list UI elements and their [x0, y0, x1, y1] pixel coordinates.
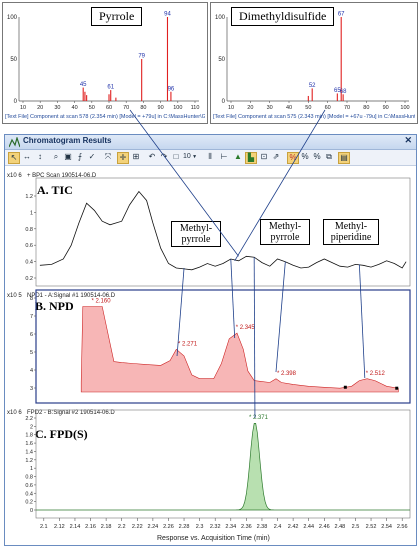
- tic-signal-label: + BPC Scan 190514-06.D: [27, 173, 97, 179]
- toolbar: ↖ ↔ ↕ ⌕ ▣ ⨍ ✓ ⤧ ✛ ⊞ ↶ ↷ □ 10 ▼ ⫴ ⊢ ▲ ▙ ⊡…: [5, 150, 416, 166]
- spectrum-x-tick-label: 20: [247, 105, 253, 111]
- spectrum-pyrrole-plot: 100 50 010 20 30 40 50 60 70 80 90 100 110 45 61 79 94 96: [7, 12, 200, 112]
- spectrum-x-tick-label: 40: [72, 105, 78, 111]
- percent-alt-icon[interactable]: %: [313, 152, 321, 161]
- spectrum-footer-pyrrole: [Text File] Component at scan 578 (2.354…: [5, 114, 205, 120]
- spectrum-x-tick-label: 10: [20, 105, 26, 111]
- npd-heading: B. NPD: [35, 299, 74, 313]
- spectrum-x-tick-label: 20: [37, 105, 43, 111]
- spectrum-dimethyldisulfide-plot: 100 50 010 20 30 40 50 60 70 80 90 100 52 65 67 68: [215, 12, 410, 112]
- spectrum-title-pyrrole: Pyrrole: [91, 7, 143, 26]
- spectrum-x-tick-label: 100: [400, 105, 409, 111]
- tic-callout-methyl-pyrrole-2: Methyl- pyrrole: [260, 219, 310, 245]
- tic-heading: A. TIC: [37, 183, 73, 197]
- print-icon[interactable]: ▤: [338, 152, 350, 164]
- spectrum-x-tick-label: 30: [54, 105, 60, 111]
- pan-vertical-icon[interactable]: ↕: [38, 152, 42, 161]
- spectrum-x-tick-label: 50: [89, 105, 95, 111]
- baseline-tool-icon[interactable]: ⤧: [104, 152, 112, 161]
- spectrum-dimethyldisulfide: 100 50 0 10 20 30 40 50 60 70 80 90 100 52 65 67 68 Dime…: [210, 2, 418, 124]
- window-titlebar: Chromatogram Results ✕: [5, 135, 416, 150]
- spectrum-y-tick-label: 50: [10, 57, 17, 63]
- spectrum-y-tick-label: 100: [7, 15, 18, 21]
- spectrum-y-tick-label: 100: [215, 15, 226, 21]
- chromatogram-results-window: Chromatogram Results ✕ ↖ ↔ ↕ ⌕ ▣ ⨍ ✓ ⤧ ✛…: [4, 134, 417, 546]
- square-tool-icon[interactable]: □: [173, 152, 179, 161]
- pan-horizontal-icon[interactable]: ↔: [23, 152, 31, 161]
- spectrum-peak-label: 45: [80, 82, 87, 88]
- spectrum-x-tick-label: 70: [123, 105, 129, 111]
- undo-icon[interactable]: ↶: [148, 152, 156, 161]
- spectrum-footer-dimethyldisulfide: [Text File] Component at scan 575 (2.343…: [213, 114, 415, 120]
- spectrum-x-tick-label: 60: [106, 105, 112, 111]
- spectrum-peak-label: 67: [338, 12, 345, 18]
- spectrum-peak-label: 52: [309, 83, 316, 89]
- spectrum-x-tick-label: 70: [344, 105, 350, 111]
- fpd-signal-label: FPD2 - B:Signal #2 190514-06.D: [27, 410, 115, 416]
- autoscale-icon[interactable]: ▣: [64, 152, 72, 161]
- area-fill-icon[interactable]: ▙: [245, 152, 257, 164]
- spectrum-x-tick-label: 80: [140, 105, 146, 111]
- overlay-tool-icon[interactable]: ⊞: [132, 152, 140, 161]
- tic-callout-methyl-piperidine: Methyl- piperidine: [323, 219, 379, 245]
- spectrum-x-tick-label: 10: [228, 105, 234, 111]
- fit-icon[interactable]: ⊢: [220, 152, 228, 161]
- tic-scale: x10 6: [7, 173, 22, 179]
- spectrum-x-tick-label: 30: [267, 105, 273, 111]
- spectrum-title-dimethyldisulfide: Dimethyldisulfide: [231, 7, 335, 26]
- spectrum-y-tick-label: 0: [222, 99, 226, 105]
- chromatogram-icon: [9, 137, 20, 148]
- spectrum-x-tick-label: 50: [305, 105, 311, 111]
- zoom-value: 10: [183, 153, 191, 160]
- window-title: Chromatogram Results: [23, 136, 112, 145]
- crosshair-tool-icon[interactable]: ✛: [117, 152, 129, 164]
- spectrum-peak-label: 96: [168, 86, 175, 92]
- spectrum-x-tick-label: 60: [325, 105, 331, 111]
- spectrum-pyrrole: 100 50 0 10 20 30 40 50 60 70 80 90 100 110 45 61 79 94 96…: [2, 2, 208, 124]
- spectrum-peak-label: 61: [107, 85, 114, 91]
- legend-icon[interactable]: ⊡: [260, 152, 268, 161]
- peak-label-icon[interactable]: ▲: [234, 152, 242, 161]
- spectrum-x-tick-label: 40: [286, 105, 292, 111]
- copy-icon[interactable]: ⧉: [326, 152, 332, 161]
- spectrum-x-tick-label: 80: [363, 105, 369, 111]
- spectrum-y-tick-label: 50: [218, 57, 225, 63]
- redo-icon[interactable]: ↷: [160, 152, 168, 161]
- spectrum-x-tick-label: 100: [173, 105, 182, 111]
- percent-off-icon[interactable]: %: [287, 152, 299, 164]
- x-axis-title: Response vs. Acquisition Time (min): [157, 535, 270, 542]
- zoom-icon[interactable]: ⌕: [53, 152, 59, 161]
- spectrum-x-tick-label: 90: [158, 105, 164, 111]
- fpd-scale: x10 6: [7, 410, 22, 416]
- close-icon[interactable]: ✕: [404, 135, 412, 145]
- chevron-down-icon: ▼: [190, 154, 198, 160]
- npd-scale: x10 5: [7, 293, 22, 299]
- spectrum-x-tick-label: 90: [383, 105, 389, 111]
- spectrum-peak-label: 94: [164, 12, 171, 18]
- select-tool-icon[interactable]: ↖: [8, 152, 20, 164]
- spectrum-peak-label: 79: [138, 54, 145, 60]
- link-icon[interactable]: ⇗: [272, 152, 280, 161]
- fpd-heading: C. FPD(S): [35, 427, 88, 441]
- split-icon[interactable]: ⫴: [208, 152, 212, 161]
- integrate-icon[interactable]: ⨍: [77, 152, 83, 161]
- spectrum-peak-label: 68: [340, 89, 347, 95]
- percent-icon[interactable]: %: [301, 152, 309, 161]
- spectrum-y-tick-label: 0: [14, 99, 18, 105]
- spectrum-x-tick-label: 110: [191, 105, 200, 111]
- peak-tool-icon[interactable]: ✓: [88, 152, 96, 161]
- zoom-select[interactable]: 10 ▼: [183, 153, 197, 160]
- spectrum-peak-label: 65: [334, 88, 341, 94]
- tic-callout-methyl-pyrrole-1: Methyl- pyrrole: [171, 221, 221, 247]
